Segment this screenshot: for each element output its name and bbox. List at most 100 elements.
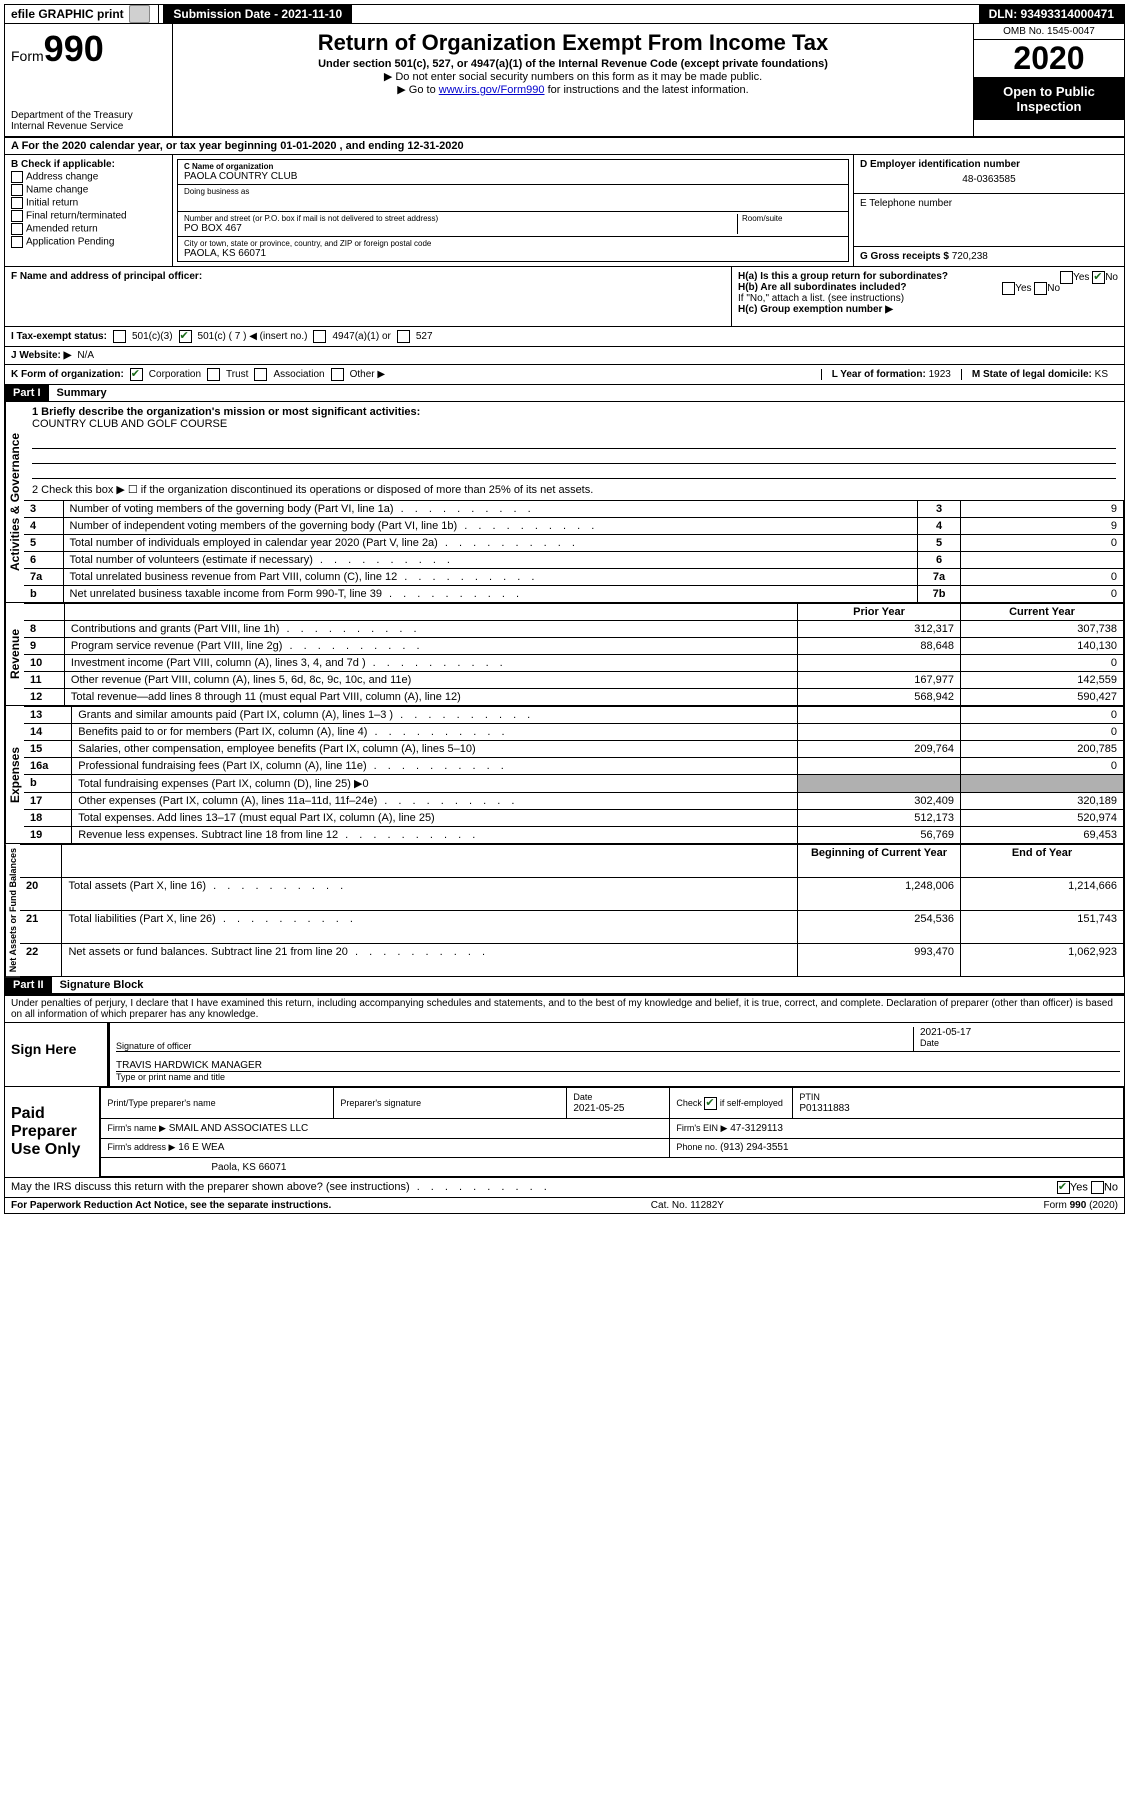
section-fh: F Name and address of principal officer:… — [5, 267, 1124, 327]
officer-name: TRAVIS HARDWICK MANAGER — [116, 1060, 1120, 1071]
side-governance: Activities & Governance — [5, 402, 24, 603]
q1: 1 Briefly describe the organization's mi… — [24, 402, 1124, 434]
table-row: bNet unrelated business taxable income f… — [24, 586, 1124, 603]
header-left: Form990 Department of the Treasury Inter… — [5, 24, 173, 136]
part2-header-row: Part II Signature Block — [5, 977, 1124, 994]
ein-label: D Employer identification number — [860, 159, 1118, 170]
table-row: 3Number of voting members of the governi… — [24, 501, 1124, 518]
sign-right: Signature of officer 2021-05-17 Date TRA… — [108, 1023, 1124, 1086]
table-row: Firm's name ▶ SMAIL AND ASSOCIATES LLC F… — [101, 1119, 1124, 1138]
header: Form990 Department of the Treasury Inter… — [5, 24, 1124, 138]
opt-527: 527 — [416, 331, 433, 342]
table-row: 6Total number of volunteers (estimate if… — [24, 552, 1124, 569]
form-label: Form — [11, 48, 44, 64]
governance-section: Activities & Governance 1 Briefly descri… — [5, 402, 1124, 603]
chk-527[interactable] — [397, 330, 410, 343]
chk-assoc[interactable] — [254, 368, 267, 381]
chk-501c3[interactable] — [113, 330, 126, 343]
hc-label: H(c) Group exemption number ▶ — [738, 304, 893, 315]
sign-here-label: Sign Here — [5, 1023, 108, 1086]
efile-text: efile GRAPHIC print — [11, 7, 124, 21]
part1-header: Part I — [5, 385, 49, 401]
omb-number: OMB No. 1545-0047 — [974, 24, 1124, 40]
table-row: 14Benefits paid to or for members (Part … — [24, 724, 1124, 741]
discuss-no: No — [1104, 1182, 1118, 1194]
hb-yes: Yes — [1015, 283, 1031, 294]
m-label: M State of legal domicile: — [972, 369, 1092, 380]
open-public: Open to Public Inspection — [974, 78, 1124, 120]
hb-note: If "No," attach a list. (see instruction… — [738, 293, 1118, 304]
revenue-section: Revenue Prior YearCurrent Year 8Contribu… — [5, 603, 1124, 706]
table-row: 11Other revenue (Part VIII, column (A), … — [24, 672, 1124, 689]
side-revenue: Revenue — [5, 603, 24, 706]
expenses-section: Expenses 13Grants and similar amounts pa… — [5, 706, 1124, 844]
ein-value: 48-0363585 — [860, 170, 1118, 189]
table-row: 18Total expenses. Add lines 13–17 (must … — [24, 810, 1124, 827]
form-title: Return of Organization Exempt From Incom… — [177, 30, 969, 56]
table-row: 22Net assets or fund balances. Subtract … — [20, 944, 1124, 977]
opt-name[interactable]: Name change — [11, 184, 166, 196]
revenue-table: Prior YearCurrent Year 8Contributions an… — [24, 603, 1124, 706]
opt-amended[interactable]: Amended return — [11, 223, 166, 235]
opt-501c3: 501(c)(3) — [132, 331, 173, 342]
discuss-no-chk[interactable] — [1091, 1181, 1104, 1194]
opt-trust: Trust — [226, 369, 248, 380]
m-val: KS — [1095, 369, 1108, 380]
tax-year: 2020 — [974, 40, 1124, 78]
sig-officer-label: Signature of officer — [116, 1041, 913, 1051]
dba-label: Doing business as — [184, 187, 842, 196]
side-net: Net Assets or Fund Balances — [5, 844, 20, 977]
opt-initial[interactable]: Initial return — [11, 197, 166, 209]
type-label: Type or print name and title — [116, 1071, 1120, 1082]
table-row: Paola, KS 66071 — [101, 1157, 1124, 1176]
instr-line1: ▶ Do not enter social security numbers o… — [177, 70, 969, 83]
org-name: PAOLA COUNTRY CLUB — [184, 171, 842, 182]
opt-pending[interactable]: Application Pending — [11, 236, 166, 248]
form990-link[interactable]: www.irs.gov/Form990 — [439, 84, 545, 96]
chk-trust[interactable] — [207, 368, 220, 381]
net-section: Net Assets or Fund Balances Beginning of… — [5, 844, 1124, 977]
side-expenses: Expenses — [5, 706, 24, 844]
c-name-label: C Name of organization — [184, 162, 842, 171]
part1-title: Summary — [49, 385, 115, 401]
room-label: Room/suite — [742, 214, 842, 223]
footer-center: Cat. No. 11282Y — [651, 1200, 724, 1211]
chk-501c[interactable] — [179, 330, 192, 343]
chk-other[interactable] — [331, 368, 344, 381]
table-row: 16aProfessional fundraising fees (Part I… — [24, 758, 1124, 775]
f-label: F Name and address of principal officer: — [11, 271, 725, 282]
table-row: 7aTotal unrelated business revenue from … — [24, 569, 1124, 586]
table-row: 10Investment income (Part VIII, column (… — [24, 655, 1124, 672]
col-de: D Employer identification number 48-0363… — [854, 155, 1124, 266]
dept-label: Department of the Treasury — [11, 110, 166, 121]
chk-corp[interactable] — [130, 368, 143, 381]
table-row: 9Program service revenue (Part VIII, lin… — [24, 638, 1124, 655]
opt-corp: Corporation — [149, 369, 201, 380]
dln: DLN: 93493314000471 — [979, 5, 1124, 23]
form-page: efile GRAPHIC print Submission Date - 20… — [4, 4, 1125, 1214]
q2: 2 Check this box ▶ ☐ if the organization… — [24, 479, 1124, 500]
part1-header-row: Part I Summary — [5, 385, 1124, 402]
table-row: 12Total revenue—add lines 8 through 11 (… — [24, 689, 1124, 706]
chk-4947[interactable] — [313, 330, 326, 343]
discuss-row: May the IRS discuss this return with the… — [5, 1178, 1124, 1197]
opt-final[interactable]: Final return/terminated — [11, 210, 166, 222]
irs-label: Internal Revenue Service — [11, 121, 166, 132]
header-center: Return of Organization Exempt From Incom… — [173, 24, 973, 136]
net-table: Beginning of Current YearEnd of Year 20T… — [20, 844, 1124, 977]
hb-no: No — [1047, 283, 1060, 294]
city-label: City or town, state or province, country… — [184, 239, 842, 248]
print-button[interactable] — [129, 5, 150, 23]
table-row: Print/Type preparer's name Preparer's si… — [101, 1088, 1124, 1119]
top-bar: efile GRAPHIC print Submission Date - 20… — [5, 5, 1124, 24]
tax-status-row: I Tax-exempt status: 501(c)(3) 501(c) ( … — [5, 327, 1124, 347]
gross-value: 720,238 — [952, 251, 988, 262]
part2-title: Signature Block — [52, 977, 152, 993]
opt-4947: 4947(a)(1) or — [332, 331, 390, 342]
discuss-yes-chk[interactable] — [1057, 1181, 1070, 1194]
instr-line2: ▶ Go to www.irs.gov/Form990 for instruct… — [177, 83, 969, 96]
form-number: 990 — [44, 28, 104, 69]
l-label: L Year of formation: — [832, 369, 926, 380]
opt-address[interactable]: Address change — [11, 171, 166, 183]
table-row: 4Number of independent voting members of… — [24, 518, 1124, 535]
